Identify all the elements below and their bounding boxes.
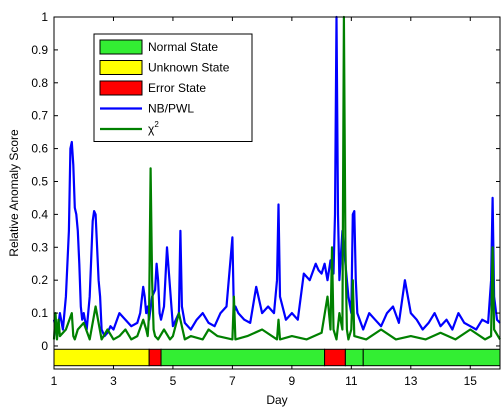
- y-tick-label: 0.7: [31, 109, 48, 123]
- x-tick-label: 7: [229, 374, 236, 388]
- series-line-nb-pwl: [52, 15, 501, 338]
- legend-swatch-error-state: [99, 80, 143, 96]
- y-tick-label: 0.3: [31, 240, 48, 254]
- state-band: [53, 348, 501, 367]
- state-segment-5: [362, 348, 501, 367]
- state-segment-3: [324, 348, 346, 367]
- axes-frame: [53, 16, 501, 370]
- x-tick-label: 3: [110, 374, 117, 388]
- legend-label-nb-pwl: NB/PWL: [148, 102, 194, 116]
- x-tick-label: 11: [345, 374, 358, 388]
- y-tick-label: 0.2: [31, 273, 48, 287]
- y-tick-label: 0: [41, 339, 48, 353]
- y-tick-label: 1: [41, 10, 48, 24]
- legend-label-normal-state: Normal State: [148, 40, 218, 54]
- x-tick-label: 15: [464, 374, 478, 388]
- y-axis-label: Relative Anomaly Score: [7, 129, 21, 257]
- x-tick-label: 9: [289, 374, 296, 388]
- y-tick-label: 0.9: [31, 43, 48, 57]
- legend: Normal State Unknown State Error State NB/P…: [93, 33, 253, 142]
- state-segment-1: [148, 348, 162, 367]
- x-tick-label: 1: [51, 374, 58, 388]
- x-tick-label: 5: [170, 374, 177, 388]
- legend-swatch-unknown-state: [99, 60, 143, 75]
- state-segment-4: [344, 348, 364, 367]
- y-tick-label: 0.6: [31, 142, 48, 156]
- legend-label-unknown-state: Unknown State: [148, 61, 230, 75]
- legend-label-chi: χ2: [148, 120, 159, 136]
- state-segment-2: [160, 348, 326, 367]
- state-segment-0: [53, 348, 150, 367]
- y-tick-label: 0.4: [31, 207, 48, 221]
- y-tick-label: 0.8: [31, 76, 48, 90]
- x-tick-label: 13: [404, 374, 418, 388]
- x-axis-label: Day: [266, 393, 287, 407]
- axes: 00.10.20.30.40.50.60.70.80.911 3 5 7 9 11 13 15: [31, 10, 501, 388]
- series-line-chi-squared: [52, 15, 501, 341]
- series-layer: [52, 15, 501, 341]
- y-tick-label: 0.5: [31, 174, 48, 188]
- y-tick-label: 0.1: [31, 306, 48, 320]
- legend-label-error-state: Error State: [148, 81, 206, 95]
- legend-swatch-normal-state: [99, 39, 143, 55]
